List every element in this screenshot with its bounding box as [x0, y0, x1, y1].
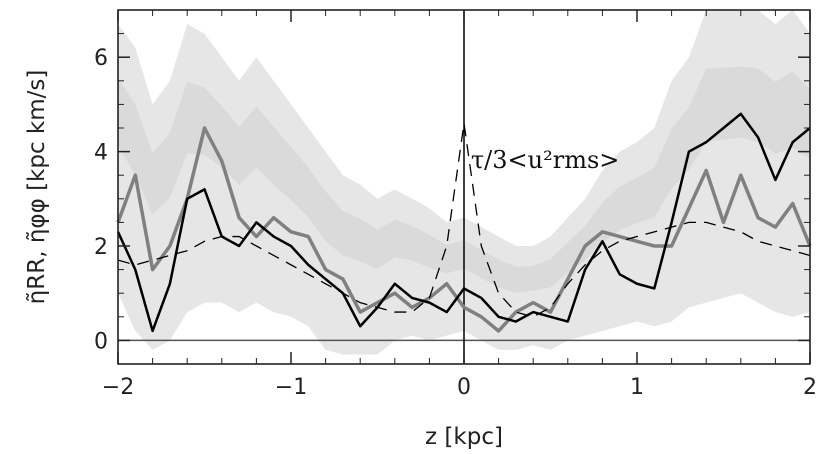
- axis-ticks: −2 −1 0 1 2 0 2 4 6: [94, 9, 817, 400]
- x-tick-label: 2: [803, 375, 817, 400]
- y-tick-label: 6: [94, 46, 108, 71]
- x-tick-label: 1: [630, 375, 644, 400]
- series-line-phiphi: [116, 126, 812, 333]
- x-tick-label: −1: [275, 375, 307, 400]
- band-area: [118, 10, 810, 355]
- shaded-band: [118, 10, 810, 355]
- x-axis-label: z [kpc]: [425, 424, 503, 450]
- y-tick-label: 2: [94, 235, 108, 260]
- y-tick-label: 4: [94, 141, 108, 166]
- x-tick-label: 0: [457, 375, 471, 400]
- x-tick-label: −2: [102, 375, 134, 400]
- series-line-rr: [116, 112, 811, 333]
- series-line-dashed: [117, 122, 811, 318]
- y-tick-label: 0: [94, 329, 108, 354]
- series-lines: [116, 112, 812, 333]
- y-axis-label: η̃RR, η̃φφ [kpc km/s]: [24, 70, 50, 305]
- timescale-annotation: τ/3<u²rms>: [471, 146, 619, 174]
